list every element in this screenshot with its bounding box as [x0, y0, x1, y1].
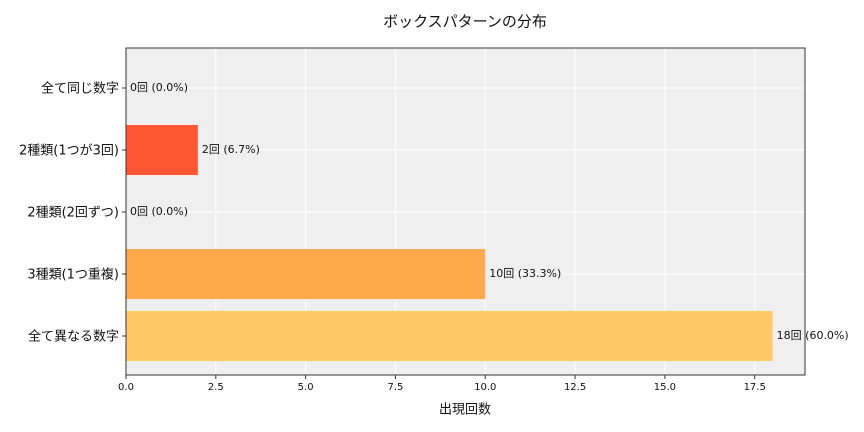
x-tick-label: 17.5 — [744, 382, 766, 393]
y-tick-label: 2種類(1つが3回) — [19, 143, 119, 159]
plot-frame — [125, 47, 806, 376]
value-label: 10回 (33.3%) — [489, 267, 561, 280]
value-label: 18回 (60.0%) — [777, 329, 849, 342]
x-tick-label: 5.0 — [298, 382, 314, 393]
y-tick-label: 2種類(2回ずつ) — [27, 205, 119, 221]
x-tick-label: 12.5 — [564, 382, 586, 393]
value-label: 2回 (6.7%) — [202, 143, 260, 156]
value-label: 0回 (0.0%) — [130, 81, 188, 94]
x-tick-label: 2.5 — [208, 382, 224, 393]
x-tick-label: 0.0 — [118, 382, 134, 393]
bar — [126, 125, 198, 175]
value-label: 0回 (0.0%) — [130, 205, 188, 218]
x-tick-label: 15.0 — [654, 382, 676, 393]
chart-title: ボックスパターンの分布 — [383, 13, 547, 31]
x-axis-label: 出現回数 — [439, 403, 491, 418]
y-tick-label: 3種類(1つ重複) — [27, 267, 119, 283]
bar — [126, 249, 486, 299]
x-tick-label: 10.0 — [474, 382, 496, 393]
y-tick-label: 全て異なる数字 — [28, 329, 119, 345]
x-tick-label: 7.5 — [387, 382, 403, 393]
y-tick-label: 全て同じ数字 — [41, 81, 119, 97]
bar — [126, 311, 773, 361]
